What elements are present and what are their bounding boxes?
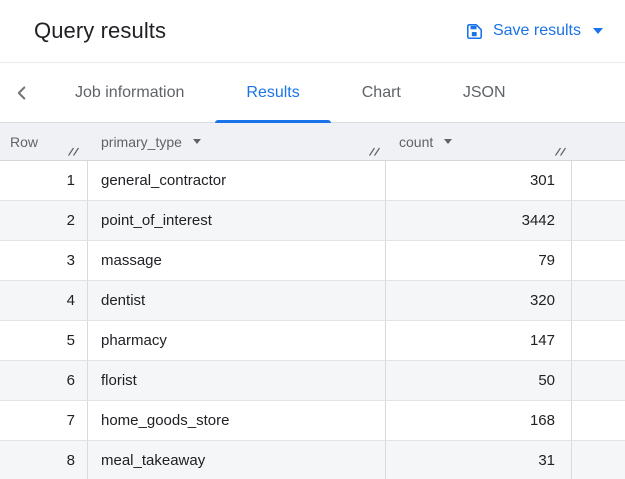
- row-number-cell: 6: [0, 361, 88, 400]
- row-number-cell: 5: [0, 321, 88, 360]
- chevron-left-icon[interactable]: [0, 63, 44, 122]
- filler-cell: [572, 361, 625, 400]
- primary-type-cell: massage: [88, 241, 386, 280]
- resize-handle-icon[interactable]: [67, 146, 81, 157]
- count-cell: 3442: [386, 201, 572, 240]
- primary-type-cell: point_of_interest: [88, 201, 386, 240]
- save-results-button[interactable]: Save results: [457, 16, 611, 47]
- count-cell: 168: [386, 401, 572, 440]
- page-title: Query results: [34, 18, 167, 43]
- filler-cell: [572, 201, 625, 240]
- caret-down-icon: [593, 28, 603, 34]
- tab-chart[interactable]: Chart: [361, 83, 401, 101]
- panel-header: Query results Save results: [0, 0, 625, 63]
- table-row: 4 dentist 320: [0, 281, 625, 321]
- row-number-cell: 3: [0, 241, 88, 280]
- save-results-label: Save results: [492, 22, 581, 39]
- column-header-primary-type: primary_type: [88, 123, 386, 160]
- table-row: 8 meal_takeaway 31: [0, 441, 625, 479]
- table-body: 1 general_contractor 301 2 point_of_inte…: [0, 161, 625, 479]
- table-row: 2 point_of_interest 3442: [0, 201, 625, 241]
- tab-job-information[interactable]: Job information: [75, 83, 185, 101]
- caret-down-icon[interactable]: [192, 139, 201, 144]
- table-row: 3 massage 79: [0, 241, 625, 281]
- primary-type-cell: pharmacy: [88, 321, 386, 360]
- primary-type-cell: general_contractor: [88, 161, 386, 200]
- table-row: 1 general_contractor 301: [0, 161, 625, 201]
- count-cell: 301: [386, 161, 572, 200]
- column-label: primary_type: [101, 133, 182, 150]
- row-number-cell: 1: [0, 161, 88, 200]
- row-number-cell: 2: [0, 201, 88, 240]
- tab-list: Job information Results Chart JSON: [44, 63, 537, 123]
- row-number-cell: 4: [0, 281, 88, 320]
- count-cell: 79: [386, 241, 572, 280]
- resize-handle-icon[interactable]: [554, 146, 568, 157]
- column-label: count: [399, 133, 434, 150]
- column-header-row: Row: [0, 123, 88, 160]
- count-cell: 50: [386, 361, 572, 400]
- filler-cell: [572, 281, 625, 320]
- table-row: 6 florist 50: [0, 361, 625, 401]
- tab-results[interactable]: Results: [215, 63, 332, 123]
- column-header-count: count: [386, 123, 572, 160]
- table-row: 5 pharmacy 147: [0, 321, 625, 361]
- table-row: 7 home_goods_store 168: [0, 401, 625, 441]
- table-header-row: Row primary_type: [0, 123, 625, 161]
- save-icon: [465, 22, 484, 41]
- results-table: Row primary_type: [0, 123, 625, 479]
- count-cell: 31: [386, 441, 572, 479]
- filler-cell: [572, 241, 625, 280]
- primary-type-cell: meal_takeaway: [88, 441, 386, 479]
- primary-type-cell: home_goods_store: [88, 401, 386, 440]
- resize-handle-icon[interactable]: [368, 146, 382, 157]
- count-cell: 147: [386, 321, 572, 360]
- tab-json[interactable]: JSON: [462, 83, 506, 101]
- filler-cell: [572, 401, 625, 440]
- filler-cell: [572, 441, 625, 479]
- column-header-filler: [572, 123, 625, 160]
- row-number-cell: 7: [0, 401, 88, 440]
- filler-cell: [572, 161, 625, 200]
- row-number-cell: 8: [0, 441, 88, 479]
- tab-bar: Job information Results Chart JSON: [0, 63, 625, 123]
- filler-cell: [572, 321, 625, 360]
- column-label: Row: [10, 133, 39, 150]
- primary-type-cell: dentist: [88, 281, 386, 320]
- caret-down-icon[interactable]: [444, 139, 453, 144]
- count-cell: 320: [386, 281, 572, 320]
- primary-type-cell: florist: [88, 361, 386, 400]
